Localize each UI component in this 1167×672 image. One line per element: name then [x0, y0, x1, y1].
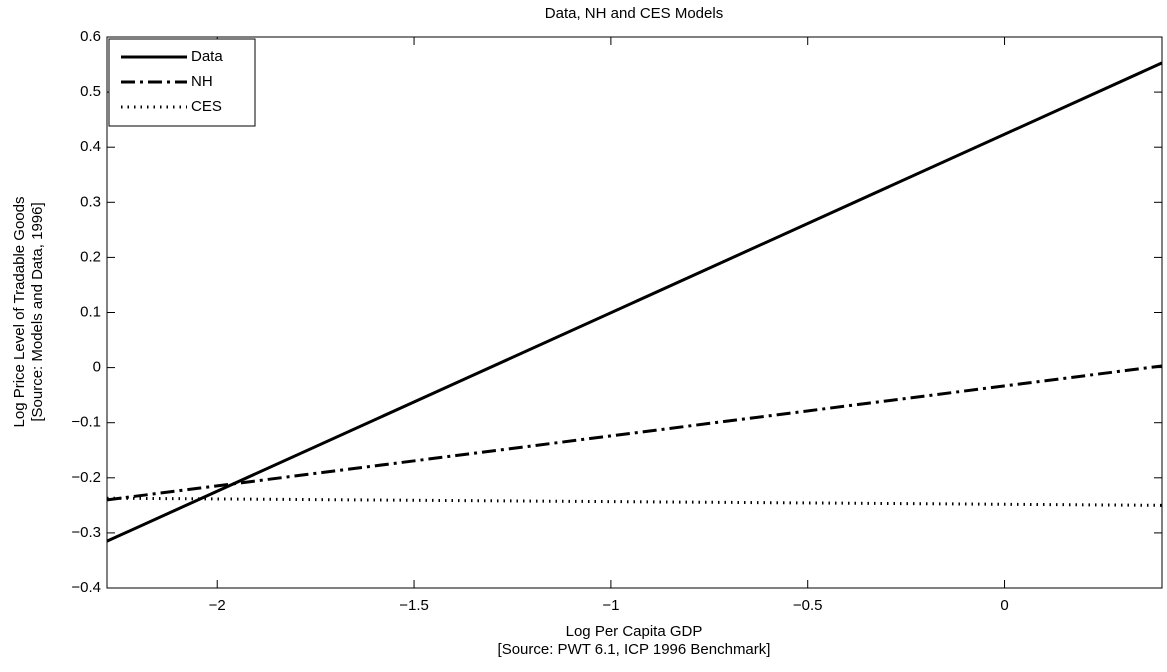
- series-line: [106, 496, 1163, 507]
- y-axis-label: Log Price Level of Tradable Goods: [11, 197, 28, 428]
- y-tick-label: 0.6: [80, 28, 101, 45]
- y-tick-label: −0.4: [71, 579, 101, 596]
- y-tick-label: 0: [93, 359, 101, 376]
- series-line: [106, 364, 1163, 502]
- plot-frame: [106, 36, 1163, 589]
- series-line: [106, 61, 1163, 543]
- y-tick-label: 0.2: [80, 248, 101, 265]
- y-tick-label: 0.5: [80, 83, 101, 100]
- y-tick-label: 0.1: [80, 303, 101, 320]
- legend-label: NH: [191, 73, 213, 90]
- y-axis-label: [Source: Models and Data, 1996]: [29, 202, 46, 421]
- legend-label: Data: [191, 48, 223, 65]
- y-tick-label: 0.3: [80, 193, 101, 210]
- x-axis-label: Log Per Capita GDP: [566, 623, 703, 640]
- x-tick-label: −1: [602, 597, 619, 614]
- y-tick-label: −0.3: [71, 524, 101, 541]
- legend-label: CES: [191, 98, 222, 115]
- y-tick-label: −0.1: [71, 414, 101, 431]
- x-axis-label: [Source: PWT 6.1, ICP 1996 Benchmark]: [498, 641, 771, 658]
- x-tick-label: −2: [209, 597, 226, 614]
- chart-title: Data, NH and CES Models: [545, 5, 723, 22]
- y-tick-label: −0.2: [71, 469, 101, 486]
- x-tick-label: 0: [1000, 597, 1008, 614]
- y-tick-label: 0.4: [80, 138, 101, 155]
- x-tick-label: −1.5: [399, 597, 429, 614]
- x-tick-label: −0.5: [793, 597, 823, 614]
